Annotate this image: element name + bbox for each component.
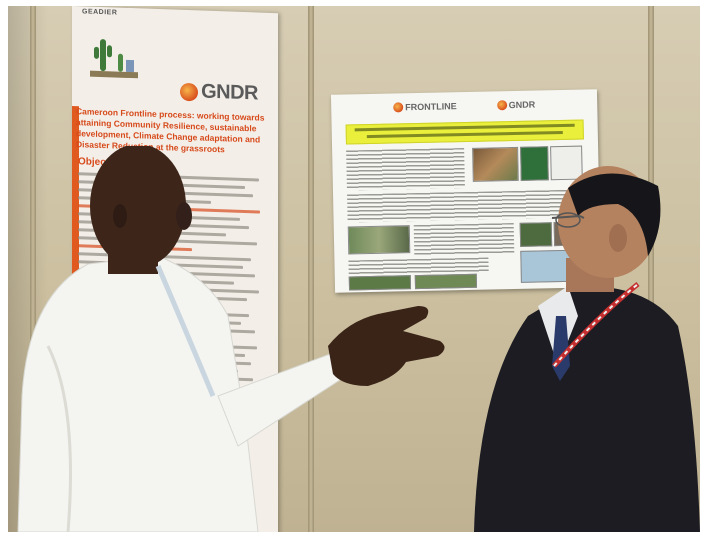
photo: GEADIER GNDR Cameroon Frontline process:…: [8, 6, 700, 532]
poster-title-band: [345, 119, 584, 145]
gndr-poster-orb-icon: [496, 100, 507, 111]
wall-seam: [648, 6, 654, 532]
gndr-logo: GNDR: [180, 80, 258, 106]
gndr-logo-text: GNDR: [201, 80, 258, 105]
man-white-shirt: [17, 146, 445, 532]
poster-logo-row: FRONTLINE GNDR: [331, 95, 597, 117]
frontline-logo-text: FRONTLINE: [405, 101, 457, 113]
gndr-poster-logo: GNDR: [496, 99, 536, 111]
gndr-orb-icon: [180, 82, 199, 101]
wall-seam: [30, 6, 36, 532]
frontline-orb-icon: [393, 102, 404, 113]
cactus-illustration-icon: [90, 39, 138, 79]
man-dark-suit: [474, 166, 700, 532]
banner-header: GEADIER: [82, 8, 118, 17]
rollup-banner: GEADIER GNDR Cameroon Frontline process:…: [72, 6, 278, 532]
frontline-logo: FRONTLINE: [393, 101, 457, 113]
gndr-poster-logo-text: GNDR: [508, 99, 536, 111]
wall-seam: [308, 6, 314, 532]
